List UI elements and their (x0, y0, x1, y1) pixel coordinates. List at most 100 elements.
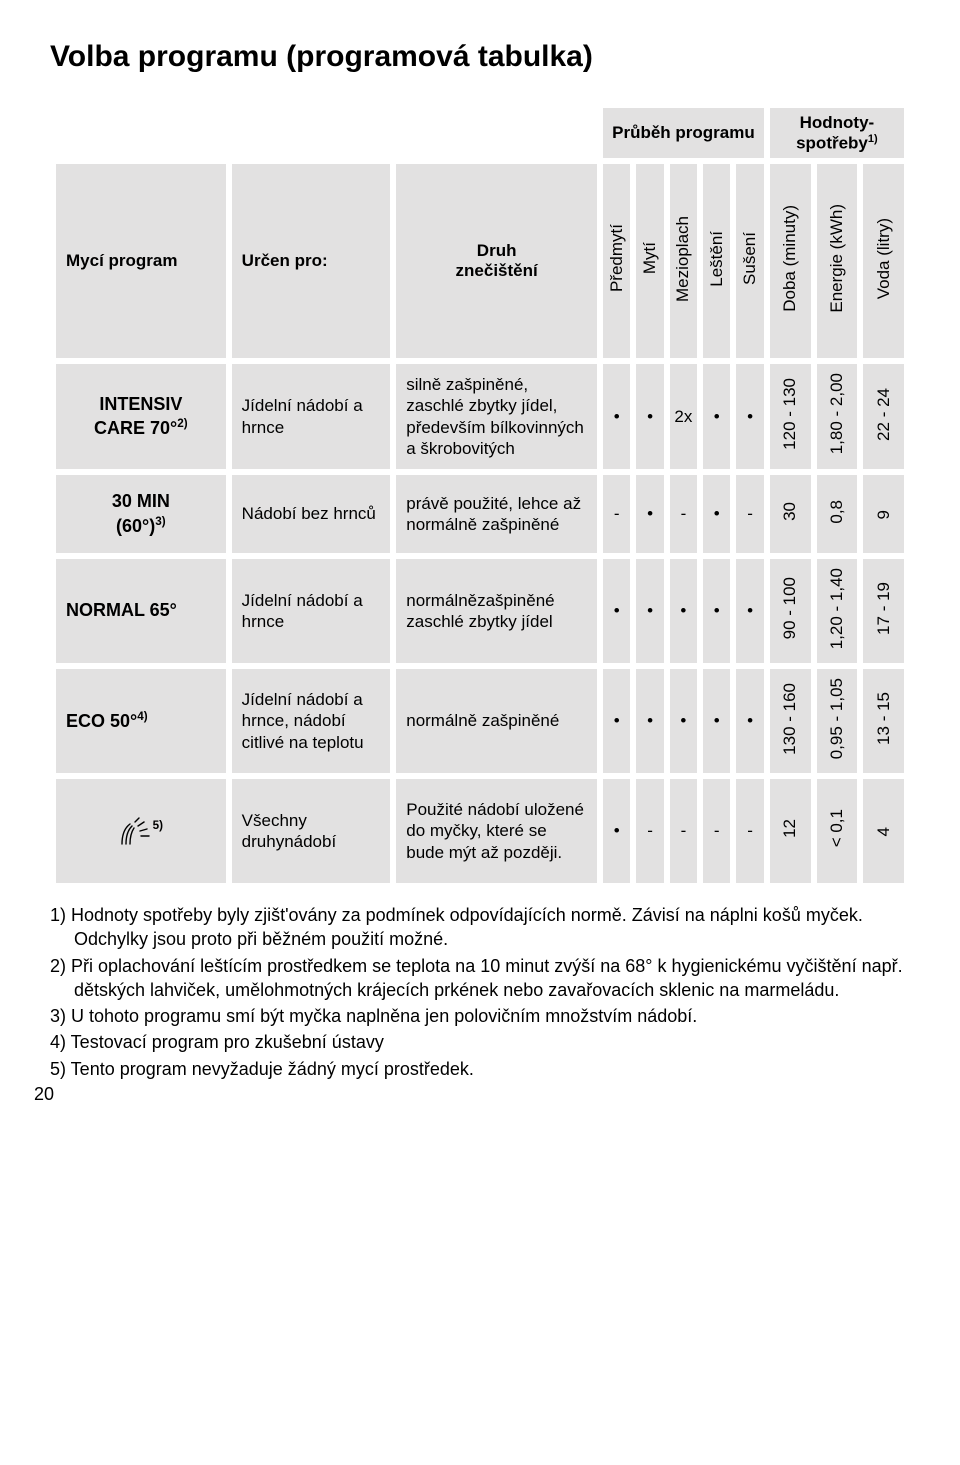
val-cell: 9 (860, 472, 907, 556)
col-suseni: Sušení (733, 161, 766, 361)
prewash-spray-icon (119, 816, 153, 846)
sym-cell: • (600, 556, 633, 666)
col-myti: Mytí (633, 161, 666, 361)
druh-line1: Druh (477, 241, 517, 260)
val-cell: 17 - 19 (860, 556, 907, 666)
val-cell: 130 - 160 (767, 666, 814, 776)
sym-cell: - (600, 472, 633, 556)
program-name: ECO 50°4) (53, 666, 229, 776)
druh-cell: normálnězašpiněné zaschlé zbytky jídel (393, 556, 600, 666)
sym-cell: • (733, 666, 766, 776)
sym-cell: • (633, 472, 666, 556)
col-label: Energie (kWh) (827, 204, 847, 313)
table-row: INTENSIV CARE 70°2) Jídelní nádobí a hrn… (53, 361, 907, 472)
footnotes: 1) Hodnoty spotřeby byly zjišt'ovány za … (50, 903, 910, 1081)
header-prubeh: Průběh programu (600, 105, 767, 161)
sym-cell: - (733, 776, 766, 886)
header-columns-row: Mycí program Určen pro: Druh znečištění … (53, 161, 907, 361)
col-label: Doba (minuty) (780, 205, 800, 312)
urcen-cell: Všechny druhynádobí (229, 776, 394, 886)
sym-cell: - (733, 472, 766, 556)
table-row: ECO 50°4) Jídelní nádobí a hrnce, nádobí… (53, 666, 907, 776)
val-cell: 4 (860, 776, 907, 886)
col-druh: Druh znečištění (393, 161, 600, 361)
sym-cell: - (667, 472, 700, 556)
sym-cell: - (633, 776, 666, 886)
footnote: 2) Při oplachování leštícím prostředkem … (50, 954, 910, 1003)
col-doba: Doba (minuty) (767, 161, 814, 361)
header-blank (53, 105, 600, 161)
col-lesteni: Leštění (700, 161, 733, 361)
val-cell: 1,80 - 2,00 (814, 361, 861, 472)
sym-cell: • (667, 666, 700, 776)
druh-cell: právě použité, lehce až normálně zašpině… (393, 472, 600, 556)
val-cell: 0,95 - 1,05 (814, 666, 861, 776)
sym-cell: - (700, 776, 733, 886)
hodnoty-sup: 1) (868, 133, 878, 145)
sym-cell: • (700, 472, 733, 556)
val-cell: 30 (767, 472, 814, 556)
druh-cell: normálně zašpiněné (393, 666, 600, 776)
program-name: INTENSIV CARE 70°2) (53, 361, 229, 472)
table-row: 5) Všechny druhynádobí Použité nádobí ul… (53, 776, 907, 886)
sym-cell: • (600, 666, 633, 776)
sym-cell: - (667, 776, 700, 886)
footnote: 1) Hodnoty spotřeby byly zjišt'ovány za … (50, 903, 910, 952)
footnote: 3) U tohoto programu smí být myčka napln… (50, 1004, 910, 1028)
val-cell: 90 - 100 (767, 556, 814, 666)
sym-cell: • (633, 361, 666, 472)
urcen-cell: Jídelní nádobí a hrnce (229, 361, 394, 472)
program-name: NORMAL 65° (53, 556, 229, 666)
val-cell: 1,20 - 1,40 (814, 556, 861, 666)
urcen-cell: Nádobí bez hrnců (229, 472, 394, 556)
col-label: Leštění (707, 231, 727, 287)
sym-cell: • (733, 361, 766, 472)
druh-line2: znečištění (456, 261, 538, 280)
program-name: 30 MIN (60°)3) (53, 472, 229, 556)
footnote: 5) Tento program nevyžaduje žádný mycí p… (50, 1057, 910, 1081)
col-label: Mezioplach (673, 216, 693, 302)
hodnoty-line1: Hodnoty- (800, 113, 875, 132)
druh-cell: Použité nádobí uložené do myčky, které s… (393, 776, 600, 886)
val-cell: 12 (767, 776, 814, 886)
col-label: Voda (litry) (874, 218, 894, 299)
col-predmyti: Předmytí (600, 161, 633, 361)
val-cell: 0,8 (814, 472, 861, 556)
col-label: Mytí (640, 242, 660, 274)
sym-cell: • (633, 666, 666, 776)
col-label: Sušení (740, 232, 760, 285)
sym-cell: • (733, 556, 766, 666)
program-table: Průběh programu Hodnoty- spotřeby1) Mycí… (50, 102, 910, 889)
table-row: 30 MIN (60°)3) Nádobí bez hrnců právě po… (53, 472, 907, 556)
header-top-row: Průběh programu Hodnoty- spotřeby1) (53, 105, 907, 161)
hodnoty-line2: spotřeby (796, 133, 868, 152)
urcen-cell: Jídelní nádobí a hrnce, nádobí citlivé n… (229, 666, 394, 776)
footnote: 4) Testovací program pro zkušební ústavy (50, 1030, 910, 1054)
sym-cell: • (633, 556, 666, 666)
druh-cell: silně zašpiněné, zaschlé zbytky jídel, p… (393, 361, 600, 472)
page-number: 20 (34, 1084, 54, 1105)
val-cell: < 0,1 (814, 776, 861, 886)
col-label: Předmytí (607, 224, 627, 292)
program-name: 5) (53, 776, 229, 886)
sym-cell: 2x (667, 361, 700, 472)
col-energie: Energie (kWh) (814, 161, 861, 361)
col-mezioplach: Mezioplach (667, 161, 700, 361)
sym-cell: • (700, 556, 733, 666)
sym-cell: • (667, 556, 700, 666)
table-row: NORMAL 65° Jídelní nádobí a hrnce normál… (53, 556, 907, 666)
header-hodnoty: Hodnoty- spotřeby1) (767, 105, 907, 161)
sym-cell: • (600, 776, 633, 886)
col-urcen-pro: Určen pro: (229, 161, 394, 361)
val-cell: 22 - 24 (860, 361, 907, 472)
sym-cell: • (600, 361, 633, 472)
sym-cell: • (700, 666, 733, 776)
page: Volba programu (programová tabulka) Průb… (0, 0, 960, 1123)
val-cell: 13 - 15 (860, 666, 907, 776)
page-title: Volba programu (programová tabulka) (50, 40, 910, 74)
val-cell: 120 - 130 (767, 361, 814, 472)
sym-cell: • (700, 361, 733, 472)
col-myci-program: Mycí program (53, 161, 229, 361)
urcen-cell: Jídelní nádobí a hrnce (229, 556, 394, 666)
col-voda: Voda (litry) (860, 161, 907, 361)
